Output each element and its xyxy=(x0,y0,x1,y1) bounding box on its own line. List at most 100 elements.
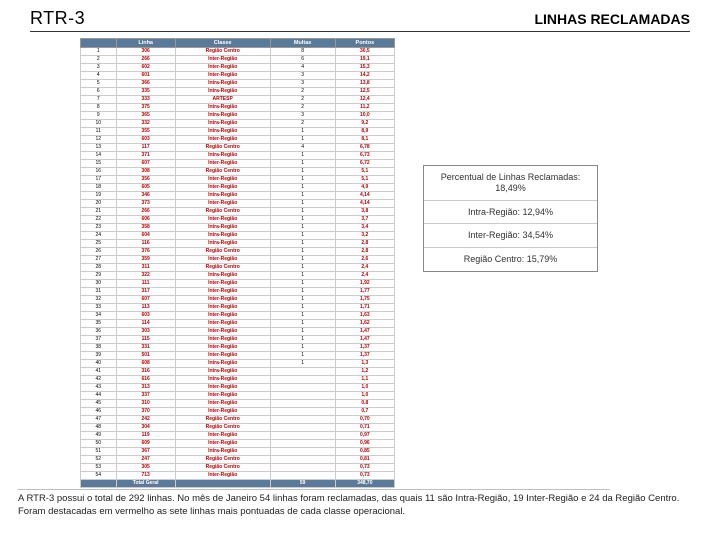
table-cell: Inter-Região xyxy=(175,472,270,480)
table-cell: 17 xyxy=(81,176,117,184)
table-cell: 601 xyxy=(116,72,175,80)
table-cell: Inter-Região xyxy=(175,400,270,408)
table-cell: 266 xyxy=(116,56,175,64)
table-cell: 1 xyxy=(270,128,335,136)
table-cell: Intra-Região xyxy=(175,152,270,160)
table-cell: 1,3 xyxy=(335,360,394,368)
table-cell: 3 xyxy=(270,80,335,88)
table-row: 31317Inter-Região11,77 xyxy=(81,288,395,296)
table-cell: Intra-Região xyxy=(175,104,270,112)
table-cell: 247 xyxy=(116,456,175,464)
table-cell: 3,2 xyxy=(335,232,394,240)
stats-row: Percentual de Linhas Reclamadas: 18,49% xyxy=(424,166,597,201)
table-cell: 3 xyxy=(270,72,335,80)
table-row: 35114Inter-Região11,62 xyxy=(81,320,395,328)
table-cell: 501 xyxy=(116,352,175,360)
table-cell xyxy=(270,408,335,416)
table-cell: 2,4 xyxy=(335,264,394,272)
table-cell: 15,3 xyxy=(335,64,394,72)
table-cell: Inter-Região xyxy=(175,56,270,64)
table-cell: 12,5 xyxy=(335,88,394,96)
table-cell: 4,9 xyxy=(335,184,394,192)
stats-row: Intra-Região: 12,94% xyxy=(424,201,597,225)
page-header: RTR-3 LINHAS RECLAMADAS xyxy=(30,8,690,32)
table-cell: Inter-Região xyxy=(175,72,270,80)
table-cell: Intra-Região xyxy=(175,448,270,456)
table-cell: 1,0 xyxy=(335,392,394,400)
table-cell: 119 xyxy=(116,432,175,440)
table-cell: Região Centro xyxy=(175,456,270,464)
table-cell: 4 xyxy=(270,144,335,152)
table-cell: 313 xyxy=(116,384,175,392)
table-cell: 1 xyxy=(270,192,335,200)
table-cell: 1,0 xyxy=(335,384,394,392)
table-cell: 12 xyxy=(81,136,117,144)
table-cell: 114 xyxy=(116,320,175,328)
table-col-header xyxy=(81,39,117,48)
table-row: 30111Inter-Região11,92 xyxy=(81,280,395,288)
table-cell: Inter-Região xyxy=(175,312,270,320)
table-row: 50609Inter-Região0,96 xyxy=(81,440,395,448)
table-row: 26376Região Centro12,8 xyxy=(81,248,395,256)
table-cell: 3,7 xyxy=(335,216,394,224)
table-cell: 1 xyxy=(270,288,335,296)
table-cell xyxy=(270,440,335,448)
table-cell: 35 xyxy=(81,320,117,328)
table-cell: 337 xyxy=(116,392,175,400)
table-cell: 1,63 xyxy=(335,312,394,320)
table-cell: 5,1 xyxy=(335,168,394,176)
table-cell: 1,47 xyxy=(335,328,394,336)
table-row: 17356Inter-Região15,1 xyxy=(81,176,395,184)
table-cell: Inter-Região xyxy=(175,408,270,416)
table-cell: 1 xyxy=(270,280,335,288)
table-row: 27359Inter-Região12,6 xyxy=(81,256,395,264)
table-row: 46370Inter-Região0,7 xyxy=(81,408,395,416)
table-row: 42616Intra-Região1,1 xyxy=(81,376,395,384)
table-cell: 1 xyxy=(270,320,335,328)
table-cell xyxy=(270,472,335,480)
footer-text: A RTR-3 possui o total de 292 linhas. No… xyxy=(18,493,702,518)
table-cell: 346 xyxy=(116,192,175,200)
table-cell: 15 xyxy=(81,160,117,168)
table-cell: 1,75 xyxy=(335,296,394,304)
table-cell: 117 xyxy=(116,144,175,152)
header-left-title: RTR-3 xyxy=(30,8,85,29)
table-cell: 1,71 xyxy=(335,304,394,312)
data-table: LinhaClasseMultasPontos 1306Região Centr… xyxy=(80,38,395,488)
table-cell: 371 xyxy=(116,152,175,160)
table-cell: 1 xyxy=(270,344,335,352)
table-cell: 2,4 xyxy=(335,272,394,280)
table-cell: 356 xyxy=(116,176,175,184)
table-row: 43313Inter-Região1,0 xyxy=(81,384,395,392)
table-cell: Intra-Região xyxy=(175,112,270,120)
table-cell: Região Centro xyxy=(175,416,270,424)
table-cell: 1 xyxy=(270,312,335,320)
table-cell: Inter-Região xyxy=(175,136,270,144)
table-cell: 8 xyxy=(270,48,335,56)
table-cell: 604 xyxy=(116,232,175,240)
table-cell: Inter-Região xyxy=(175,304,270,312)
table-cell: 0,7 xyxy=(335,408,394,416)
table-cell: 4,14 xyxy=(335,192,394,200)
table-cell: 1 xyxy=(270,232,335,240)
table-cell: 22 xyxy=(81,216,117,224)
table-cell: 1 xyxy=(270,336,335,344)
table-cell: Inter-Região xyxy=(175,440,270,448)
table-cell xyxy=(270,376,335,384)
table-row: 49119Inter-Região0,97 xyxy=(81,432,395,440)
table-cell: 50 xyxy=(81,440,117,448)
table-col-header: Pontos xyxy=(335,39,394,48)
table-cell: 1 xyxy=(270,240,335,248)
table-row: 54713Inter-Região0,73 xyxy=(81,472,395,480)
table-cell: 4 xyxy=(270,64,335,72)
table-cell: 4,14 xyxy=(335,200,394,208)
table-cell: 2,8 xyxy=(335,248,394,256)
table-cell: 6 xyxy=(270,56,335,64)
table-cell: 16 xyxy=(81,168,117,176)
table-cell: 306 xyxy=(116,48,175,56)
table-cell: 39 xyxy=(81,352,117,360)
table-row: 25116Intra-Região12,8 xyxy=(81,240,395,248)
table-cell: Intra-Região xyxy=(175,128,270,136)
table-cell: 335 xyxy=(116,88,175,96)
table-cell: 310 xyxy=(116,400,175,408)
